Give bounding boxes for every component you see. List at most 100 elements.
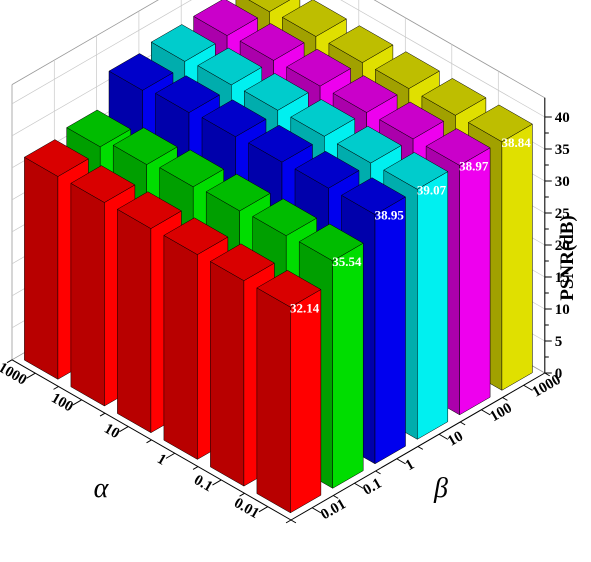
bar-data-label: 38.95 [375,208,405,223]
psnr-tick-label: 20 [555,238,570,254]
bar-top-face [159,149,225,188]
alpha-tick [212,479,222,486]
bar-front-face [374,196,406,465]
bar-top-face [467,104,533,143]
beta-tick [523,384,533,391]
bar-top-face [332,75,398,113]
bar-top-face [163,217,229,255]
bar-top-face [248,0,291,12]
bar-front-face [332,242,364,489]
bar-data-label: 38.97 [459,159,489,174]
bar-front-face [459,147,491,416]
alpha-tick [258,506,269,513]
alpha-tick [72,399,83,406]
alpha-axis-title: α [94,473,110,504]
alpha-tick-label: 1 [154,451,168,469]
alpha-tick [119,426,129,433]
beta-tick-label: 0.01 [318,496,349,523]
bar-top-face [425,128,491,166]
bar-top-face [243,73,309,111]
beta-tick-label: 0.1 [360,476,384,499]
bar-top-face [281,0,347,37]
bar-data-label: 38.84 [501,135,531,150]
bar-data-label: 35.54 [332,254,362,269]
alpha-tick [285,519,292,524]
alpha-tick [99,412,106,417]
bar-top-face [286,48,352,87]
alpha-tick [26,372,36,379]
bars [23,0,533,514]
bar-top-face [298,223,364,262]
bar-front-face [501,123,533,391]
bar-top-face [379,101,445,140]
psnr-axis: 0 5 10 15 20 25 30 35 40 PSNR(dB) [544,97,578,382]
bar-top-face [108,53,174,91]
beta-tick [502,397,508,401]
bar-top-face [239,23,305,61]
psnr-tick-label: 10 [555,302,570,318]
bar-top-face [205,173,271,212]
bar-left-face [256,287,291,514]
bar-top-face [23,139,89,177]
bar-top-face [193,0,259,36]
alpha-tick [53,386,59,390]
bar-left-face [117,208,152,434]
psnr-tick-label: 35 [555,142,570,158]
beta-tick [354,482,364,489]
bar-top-face [116,191,182,229]
alpha-tick [239,492,245,497]
bar-top-face [336,125,402,164]
bar-top-face [66,109,132,148]
bar-left-face [70,182,105,407]
bar-left-face [210,261,245,487]
alpha-tick-label: 1000 [0,360,29,389]
bar-left-face [24,156,59,380]
beta-tick [459,421,466,426]
bar-data-label: 39.07 [417,183,447,198]
beta-tick [375,470,381,475]
bar-top-face [197,47,263,86]
bar-top-face [421,78,487,116]
alpha-tick [165,452,176,459]
bar-top-face [340,177,407,215]
axes [6,359,551,524]
beta-tick-label: 1 [403,457,417,475]
psnr-tick-label: 30 [555,174,570,190]
bar-data-label: 32.14 [290,300,320,315]
bar-top-face [256,270,322,308]
bar-top-face [201,99,267,137]
psnr-tick-label: 0 [555,366,563,382]
beta-tick [417,446,424,450]
psnr-tick-label: 5 [555,334,563,350]
beta-tick [438,433,449,440]
bar-top-face [154,75,221,113]
alpha-tick [192,466,199,470]
psnr-tick-label: 40 [555,110,570,126]
alpha-tick [6,359,13,364]
beta-tick [396,458,406,465]
psnr-tick-label: 25 [555,206,570,222]
bar-left-face [163,234,198,460]
beta-tick [290,519,297,524]
psnr-tick-label: 15 [555,270,570,286]
beta-tick-label: 10 [445,428,466,449]
bar-top-face [290,99,356,137]
bar-front-face [290,289,322,514]
alpha-tick-label: 10 [101,421,122,442]
alpha-tick-label: 0.01 [231,495,262,522]
bar-top-face [70,165,136,203]
bar-top-face [374,51,440,89]
bar-top-face [294,151,360,189]
bar-top-face [328,25,394,63]
bar-top-face [383,152,449,190]
bar-top-face [252,198,318,236]
bar-top-face [112,127,178,165]
bar-top-face [209,243,275,281]
beta-tick [481,409,491,416]
beta-axis-title: β [433,473,448,504]
beta-tick [311,507,322,514]
bar-front-face [417,171,449,440]
bar-top-face [150,24,216,62]
